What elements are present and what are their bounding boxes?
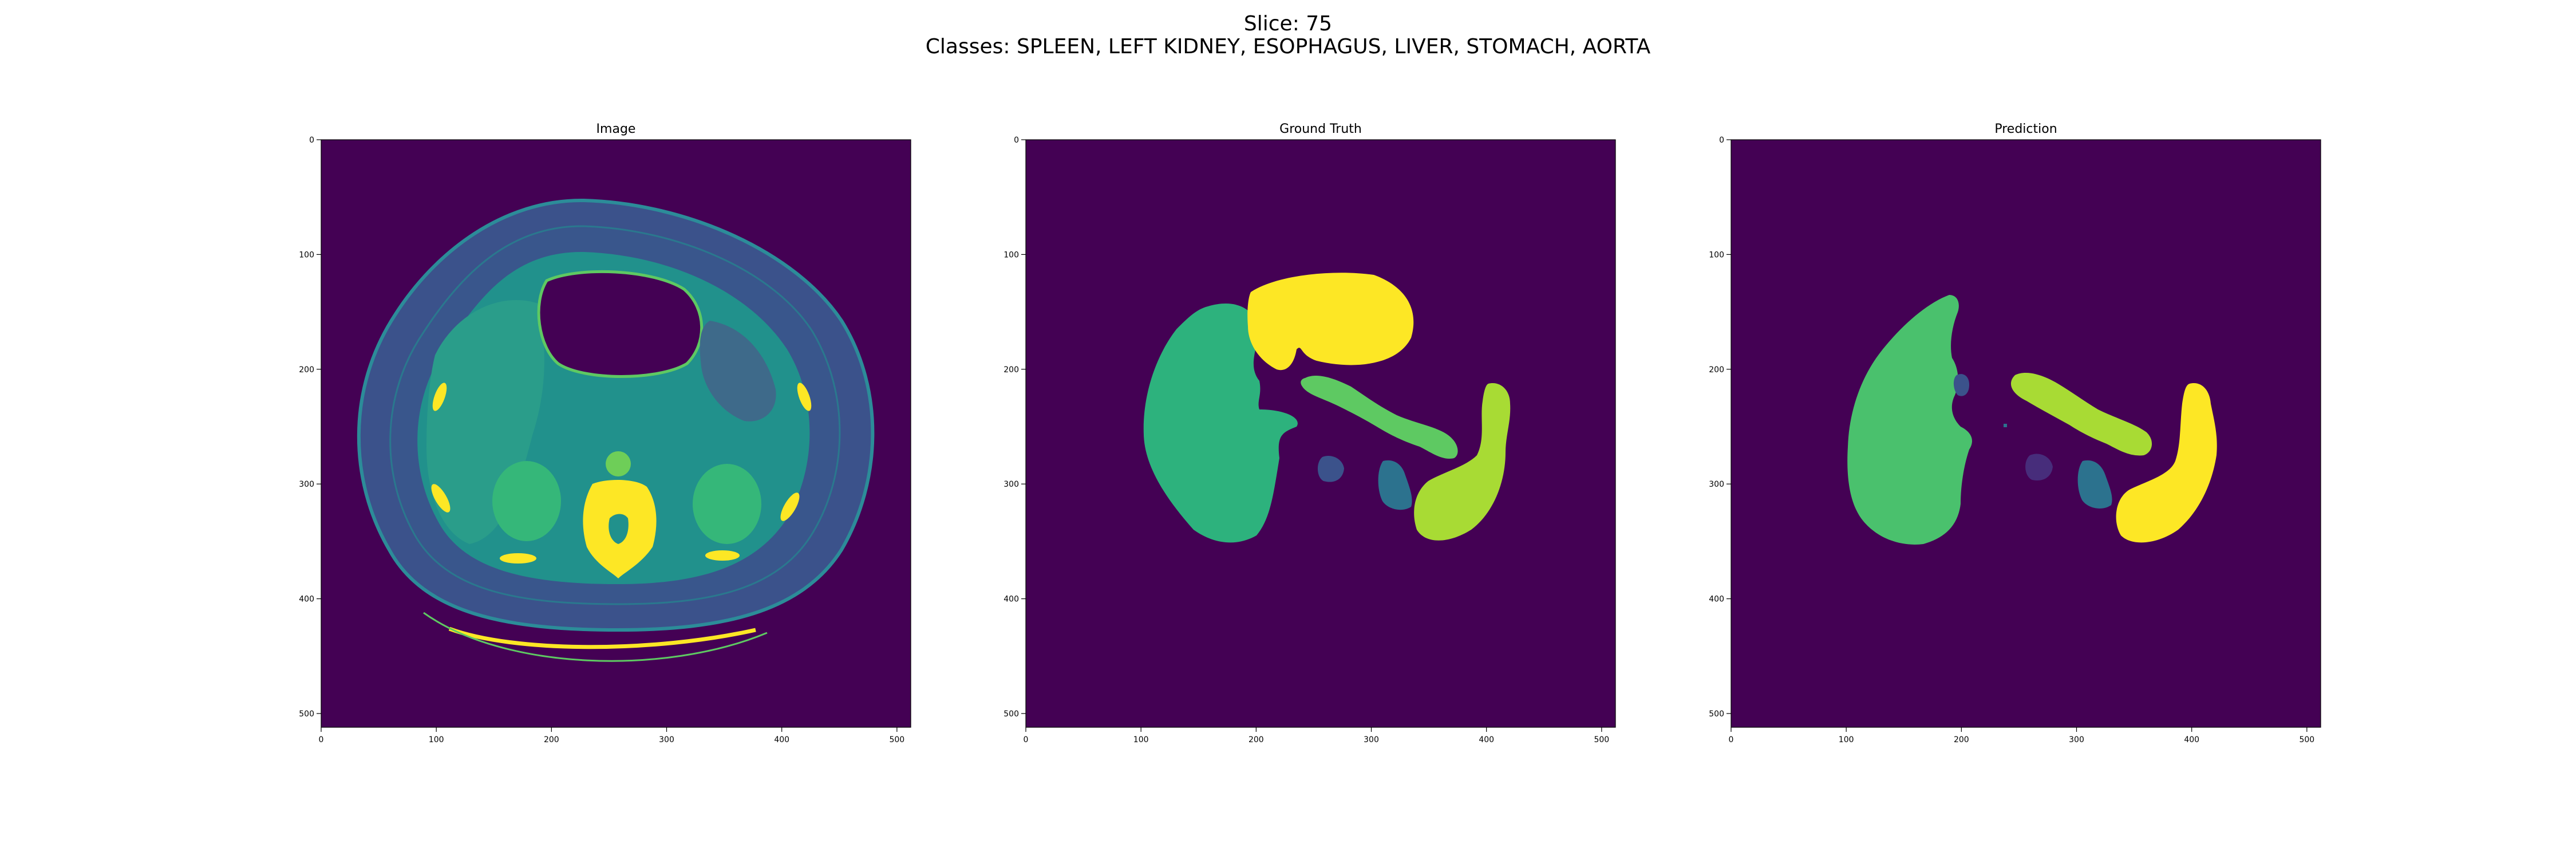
ct-aorta bbox=[606, 451, 631, 476]
image-xtick-label: 500 bbox=[889, 735, 904, 744]
ct-rib-right-upper bbox=[432, 383, 447, 411]
panel-title-prediction: Prediction bbox=[1994, 122, 2057, 136]
prediction-ytick-label: 100 bbox=[1709, 250, 1724, 259]
prediction-ytick-label: 300 bbox=[1709, 480, 1724, 489]
image-axes-frame bbox=[321, 139, 911, 728]
ground-truth-xtick-label: 400 bbox=[1479, 735, 1494, 744]
pred-speck bbox=[2004, 424, 2007, 427]
prediction-xtick-label: 400 bbox=[2184, 735, 2199, 744]
image-xtick-label: 200 bbox=[544, 735, 559, 744]
ground-truth-ytick-label: 300 bbox=[1003, 480, 1019, 489]
gt-pancreas-segment bbox=[1301, 375, 1458, 459]
ground-truth-ytick-label: 100 bbox=[1003, 250, 1019, 259]
prediction-ytick-label: 400 bbox=[1709, 595, 1724, 604]
prediction-background bbox=[1731, 140, 2321, 727]
pred-spleen-segment bbox=[2116, 383, 2217, 543]
image-ytick-label: 300 bbox=[299, 480, 314, 489]
prediction-xtick-label: 300 bbox=[2069, 735, 2084, 744]
ct-rib-left-low bbox=[705, 550, 740, 561]
ground-truth-ytick-label: 500 bbox=[1003, 710, 1019, 719]
image-xtick-label: 300 bbox=[659, 735, 674, 744]
prediction-ytick-label: 0 bbox=[1719, 136, 1724, 145]
panel-title-image: Image bbox=[596, 122, 636, 136]
ct-spinal-canal bbox=[609, 514, 629, 544]
image-ytick-label: 200 bbox=[299, 365, 314, 375]
ground-truth-xtick-label: 0 bbox=[1024, 735, 1029, 744]
ct-left-kidney bbox=[693, 464, 761, 544]
prediction-xtick-label: 500 bbox=[2299, 735, 2314, 744]
ct-scanner-table-shadow bbox=[423, 612, 768, 662]
prediction-xtick-label: 200 bbox=[1954, 735, 1969, 744]
ct-image-panel bbox=[321, 140, 911, 727]
ground-truth-axes-frame bbox=[1025, 139, 1616, 728]
ct-rib-right-mid bbox=[431, 484, 451, 513]
gt-spleen-segment bbox=[1414, 383, 1511, 541]
gt-stomach-segment bbox=[1247, 273, 1414, 371]
prediction-ytick-label: 500 bbox=[1709, 710, 1724, 719]
pred-aorta-segment bbox=[2025, 454, 2053, 481]
image-xtick-label: 400 bbox=[774, 735, 789, 744]
image-ytick-label: 400 bbox=[299, 595, 314, 604]
ground-truth-xtick-label: 100 bbox=[1133, 735, 1149, 744]
image-ytick-label: 100 bbox=[299, 250, 314, 259]
figure-title-classes: Classes: SPLEEN, LEFT KIDNEY, ESOPHAGUS,… bbox=[925, 35, 1651, 58]
image-xtick-label: 100 bbox=[429, 735, 444, 744]
figure-title-slice: Slice: 75 bbox=[1243, 12, 1333, 36]
axis-ticks: 0 100 200 300 400 500 0 100 200 300 400 500 0 100 200 3… bbox=[299, 136, 2314, 744]
ct-rib-left-mid bbox=[780, 492, 800, 521]
image-ytick-label: 0 bbox=[309, 136, 314, 145]
prediction-panel bbox=[1731, 140, 2321, 727]
ground-truth-ytick-label: 200 bbox=[1003, 365, 1019, 375]
image-ytick-label: 500 bbox=[299, 710, 314, 719]
prediction-axes-frame bbox=[1730, 139, 2321, 728]
ground-truth-xtick-label: 300 bbox=[1364, 735, 1379, 744]
pred-pancreas-segment bbox=[2010, 372, 2152, 456]
pred-kidney-segment bbox=[2077, 460, 2112, 509]
gt-kidney-segment bbox=[1378, 460, 1412, 510]
image-xtick-label: 0 bbox=[319, 735, 324, 744]
pred-small-segment bbox=[1953, 374, 1969, 396]
panel-title-ground-truth: Ground Truth bbox=[1279, 122, 1362, 136]
ct-rib-right-low bbox=[500, 553, 536, 564]
prediction-ytick-label: 200 bbox=[1709, 365, 1724, 375]
ct-stomach-gas bbox=[537, 270, 704, 378]
ground-truth-background bbox=[1026, 140, 1615, 727]
ground-truth-ytick-label: 0 bbox=[1014, 136, 1019, 145]
gt-aorta-segment bbox=[1317, 456, 1344, 482]
prediction-xtick-label: 0 bbox=[1729, 735, 1734, 744]
gt-liver-segment bbox=[1143, 304, 1298, 543]
ground-truth-xtick-label: 500 bbox=[1594, 735, 1609, 744]
ct-right-kidney bbox=[492, 461, 561, 541]
pred-liver-segment bbox=[1847, 295, 1972, 545]
ground-truth-xtick-label: 200 bbox=[1249, 735, 1264, 744]
ct-rib-left-upper bbox=[797, 383, 812, 411]
ground-truth-ytick-label: 400 bbox=[1003, 595, 1019, 604]
ct-scanner-table bbox=[448, 626, 756, 649]
ground-truth-panel bbox=[1026, 140, 1615, 727]
prediction-xtick-label: 100 bbox=[1839, 735, 1854, 744]
ct-bowel-loops bbox=[700, 321, 776, 421]
